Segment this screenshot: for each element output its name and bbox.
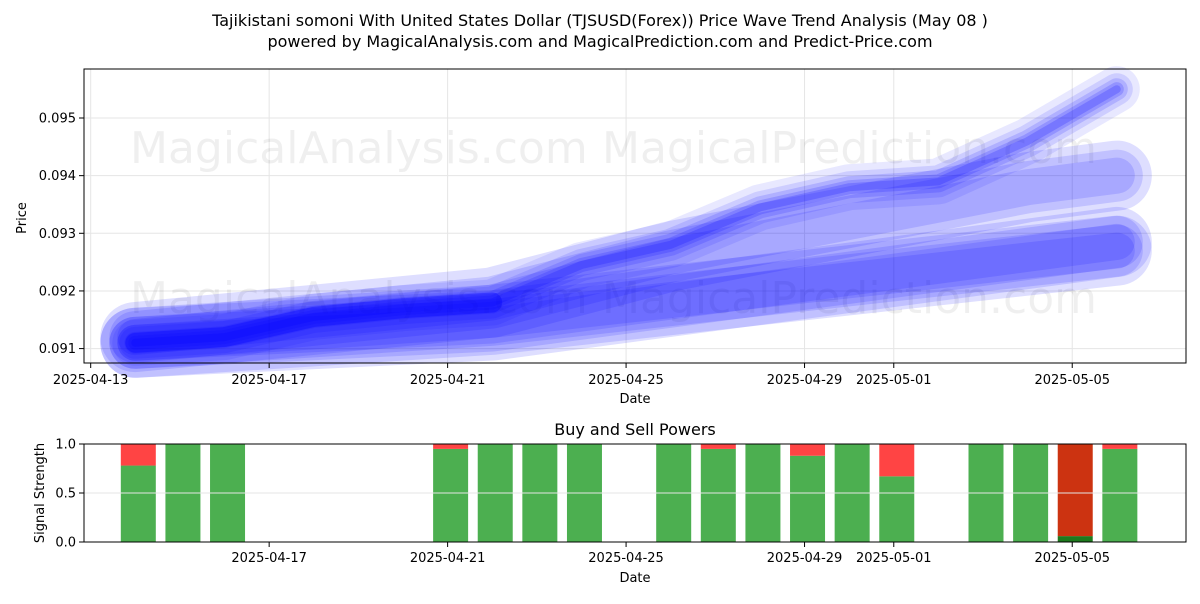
price-x-tick-label: 2025-04-17 [231, 373, 307, 388]
price-chart: MagicalAnalysis.com MagicalPrediction.co… [15, 66, 1187, 407]
sell-bar [1102, 444, 1138, 449]
price-series-band [109, 224, 1143, 369]
price-series-core [125, 292, 503, 353]
price-x-tick-label: 2025-04-25 [588, 373, 664, 388]
chart-title: Tajikistani somoni With United States Do… [211, 11, 988, 30]
power-chart: Buy and Sell Powers 0.0 0.5 1.0 2025-04-17… [33, 420, 1187, 586]
power-y-ticks: 0.0 0.5 1.0 [55, 438, 84, 551]
price-series-band [100, 215, 1152, 378]
price-series-band [128, 82, 1124, 350]
price-y-tick-label: 0.091 [39, 342, 76, 357]
price-y-tick-label: 0.095 [39, 112, 76, 127]
power-x-tick-label: 2025-04-21 [410, 551, 486, 566]
price-grid [84, 69, 1186, 363]
power-x-tick-label: 2025-05-01 [856, 551, 932, 566]
sell-bar [120, 444, 156, 466]
power-chart-title: Buy and Sell Powers [554, 420, 716, 439]
chart-subtitle: powered by MagicalAnalysis.com and Magic… [267, 32, 932, 51]
price-x-tick-label: 2025-05-05 [1034, 373, 1110, 388]
buy-bar [433, 448, 469, 542]
price-series-band [117, 157, 1135, 356]
price-plot-frame [83, 68, 1187, 364]
price-series-band [117, 232, 1135, 361]
price-series-band [119, 73, 1133, 359]
watermark-analysis: MagicalAnalysis.com [130, 123, 588, 174]
power-x-tick-label: 2025-04-29 [767, 551, 843, 566]
price-x-tick-label: 2025-05-01 [856, 373, 932, 388]
price-x-tick-label: 2025-04-29 [767, 373, 843, 388]
sell-bar [879, 444, 915, 477]
price-series-band [131, 85, 1121, 347]
price-x-tick-label: 2025-04-21 [410, 373, 486, 388]
power-y-tick-label: 0.5 [55, 487, 76, 502]
sell-bar [1057, 444, 1093, 537]
price-series-band [117, 223, 1135, 361]
price-x-ticks: 2025-04-13 2025-04-17 2025-04-21 2025-04-25… [53, 363, 1110, 388]
price-series-band [100, 206, 1152, 378]
price-y-tick-label: 0.094 [39, 169, 76, 184]
power-bars [84, 443, 1186, 543]
buy-bar [120, 465, 156, 542]
price-series [100, 66, 1152, 378]
sell-bar [790, 444, 826, 456]
power-x-tick-label: 2025-04-17 [231, 551, 307, 566]
sell-bar [433, 444, 469, 449]
watermark-prediction-2: MagicalPrediction.com [602, 273, 1097, 324]
buy-bar [700, 448, 736, 542]
power-y-tick-label: 1.0 [55, 438, 76, 453]
buy-bar [879, 476, 915, 542]
power-y-axis-label: Signal Strength [33, 443, 48, 543]
price-y-tick-label: 0.092 [39, 284, 76, 299]
price-series-band [109, 215, 1143, 369]
price-y-tick-label: 0.093 [39, 227, 76, 242]
power-x-axis-label: Date [619, 571, 650, 586]
buy-bar [790, 455, 826, 542]
watermark-analysis-2: MagicalAnalysis.com [130, 273, 588, 324]
price-series-band [100, 140, 1152, 373]
power-x-ticks: 2025-04-17 2025-04-21 2025-04-25 2025-04-29… [231, 542, 1110, 566]
price-series-band [112, 66, 1140, 366]
price-series-band [109, 149, 1143, 364]
power-x-tick-label: 2025-05-05 [1034, 551, 1110, 566]
buy-bar [1102, 448, 1138, 542]
power-y-tick-label: 0.0 [55, 536, 76, 551]
price-y-ticks: 0.091 0.092 0.093 0.094 0.095 [39, 112, 84, 357]
price-x-tick-label: 2025-04-13 [53, 373, 129, 388]
price-x-axis-label: Date [619, 392, 650, 407]
price-series-band [124, 78, 1128, 354]
sell-bar [700, 444, 736, 449]
buy-bar [1057, 536, 1093, 542]
watermark-prediction: MagicalPrediction.com [602, 123, 1097, 174]
power-x-tick-label: 2025-04-25 [588, 551, 664, 566]
price-y-axis-label: Price [15, 202, 30, 234]
